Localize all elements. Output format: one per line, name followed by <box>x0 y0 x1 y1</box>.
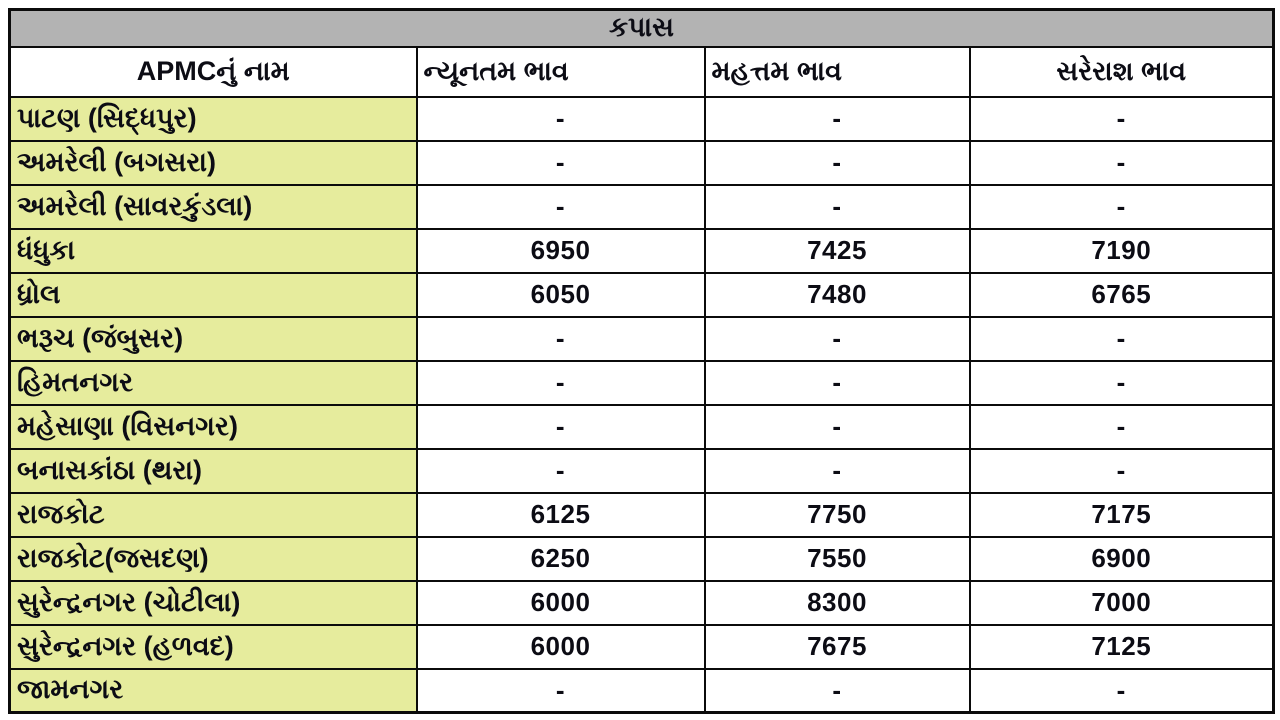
min-price-cell: 6050 <box>415 271 706 318</box>
title-row: કપાસ <box>8 8 1275 48</box>
table-row: રાજકોટ(જસદણ) 6250 7550 6900 <box>8 535 1275 582</box>
commodity-title: કપાસ <box>8 8 1275 48</box>
apmc-name-cell: સુરેન્દ્રનગર (ચોટીલા) <box>8 579 418 626</box>
min-price-cell: - <box>415 447 706 494</box>
avg-price-cell: - <box>968 139 1275 186</box>
avg-price-cell: 7190 <box>968 227 1275 274</box>
avg-price-cell: 6765 <box>968 271 1275 318</box>
table-row: બનાસકાંઠા (થરા) - - - <box>8 447 1275 494</box>
table-row: રાજકોટ 6125 7750 7175 <box>8 491 1275 538</box>
apmc-name-cell: ધંધુકા <box>8 227 418 274</box>
apmc-name-cell: ધ્રોલ <box>8 271 418 318</box>
avg-price-cell: - <box>968 403 1275 450</box>
table-row: હિમતનગર - - - <box>8 359 1275 406</box>
min-price-cell: - <box>415 95 706 142</box>
avg-price-cell: - <box>968 183 1275 230</box>
table-row: અમરેલી (બગસરા) - - - <box>8 139 1275 186</box>
apmc-name-cell: પાટણ (સિદ્ધપુર) <box>8 95 418 142</box>
apmc-name-cell: બનાસકાંઠા (થરા) <box>8 447 418 494</box>
apmc-name-cell: રાજકોટ <box>8 491 418 538</box>
avg-price-cell: - <box>968 667 1275 714</box>
max-price-cell: - <box>703 403 971 450</box>
table-row: સુરેન્દ્રનગર (ચોટીલા) 6000 8300 7000 <box>8 579 1275 626</box>
table-row: મહેસાણા (વિસનગર) - - - <box>8 403 1275 450</box>
min-price-cell: - <box>415 183 706 230</box>
max-price-cell: - <box>703 359 971 406</box>
apmc-name-cell: અમરેલી (બગસરા) <box>8 139 418 186</box>
table-row: ભરૂચ (જંબુસર) - - - <box>8 315 1275 362</box>
max-price-cell: - <box>703 95 971 142</box>
max-price-cell: 7480 <box>703 271 971 318</box>
avg-price-cell: - <box>968 95 1275 142</box>
max-price-cell: 7675 <box>703 623 971 670</box>
avg-price-cell: - <box>968 359 1275 406</box>
table-row: ધ્રોલ 6050 7480 6765 <box>8 271 1275 318</box>
table-row: જામનગર - - - <box>8 667 1275 714</box>
min-price-cell: 6250 <box>415 535 706 582</box>
table-row: સુરેન્દ્રનગર (હળવદ) 6000 7675 7125 <box>8 623 1275 670</box>
avg-price-cell: 7175 <box>968 491 1275 538</box>
min-price-cell: 6000 <box>415 579 706 626</box>
avg-price-cell: 7000 <box>968 579 1275 626</box>
column-header-avg-price: સરેરાશ ભાવ <box>968 45 1275 98</box>
min-price-cell: - <box>415 359 706 406</box>
column-header-apmc-name: APMCનું નામ <box>8 45 418 98</box>
max-price-cell: - <box>703 183 971 230</box>
max-price-cell: 8300 <box>703 579 971 626</box>
table-row: ધંધુકા 6950 7425 7190 <box>8 227 1275 274</box>
apmc-price-table: કપાસ APMCનું નામ ન્યૂનતમ ભાવ મહત્તમ ભાવ … <box>8 8 1276 714</box>
apmc-name-cell: જામનગર <box>8 667 418 714</box>
min-price-cell: - <box>415 139 706 186</box>
apmc-name-cell: સુરેન્દ્રનગર (હળવદ) <box>8 623 418 670</box>
avg-price-cell: 7125 <box>968 623 1275 670</box>
avg-price-cell: - <box>968 315 1275 362</box>
header-row: APMCનું નામ ન્યૂનતમ ભાવ મહત્તમ ભાવ સરેરા… <box>8 45 1275 98</box>
max-price-cell: 7750 <box>703 491 971 538</box>
min-price-cell: 6000 <box>415 623 706 670</box>
apmc-name-cell: અમરેલી (સાવરકુંડલા) <box>8 183 418 230</box>
max-price-cell: 7425 <box>703 227 971 274</box>
column-header-max-price: મહત્તમ ભાવ <box>703 45 971 98</box>
min-price-cell: - <box>415 403 706 450</box>
min-price-cell: - <box>415 315 706 362</box>
avg-price-cell: - <box>968 447 1275 494</box>
price-table-body: પાટણ (સિદ્ધપુર) - - - અમરેલી (બગસરા) - - - અમરેલ… <box>8 95 1275 714</box>
table-row: પાટણ (સિદ્ધપુર) - - - <box>8 95 1275 142</box>
max-price-cell: - <box>703 667 971 714</box>
min-price-cell: 6125 <box>415 491 706 538</box>
apmc-name-cell: મહેસાણા (વિસનગર) <box>8 403 418 450</box>
min-price-cell: 6950 <box>415 227 706 274</box>
max-price-cell: - <box>703 139 971 186</box>
apmc-name-cell: હિમતનગર <box>8 359 418 406</box>
column-header-min-price: ન્યૂનતમ ભાવ <box>415 45 706 98</box>
max-price-cell: 7550 <box>703 535 971 582</box>
apmc-name-cell: ભરૂચ (જંબુસર) <box>8 315 418 362</box>
table-row: અમરેલી (સાવરકુંડલા) - - - <box>8 183 1275 230</box>
min-price-cell: - <box>415 667 706 714</box>
max-price-cell: - <box>703 315 971 362</box>
avg-price-cell: 6900 <box>968 535 1275 582</box>
apmc-name-cell: રાજકોટ(જસદણ) <box>8 535 418 582</box>
max-price-cell: - <box>703 447 971 494</box>
